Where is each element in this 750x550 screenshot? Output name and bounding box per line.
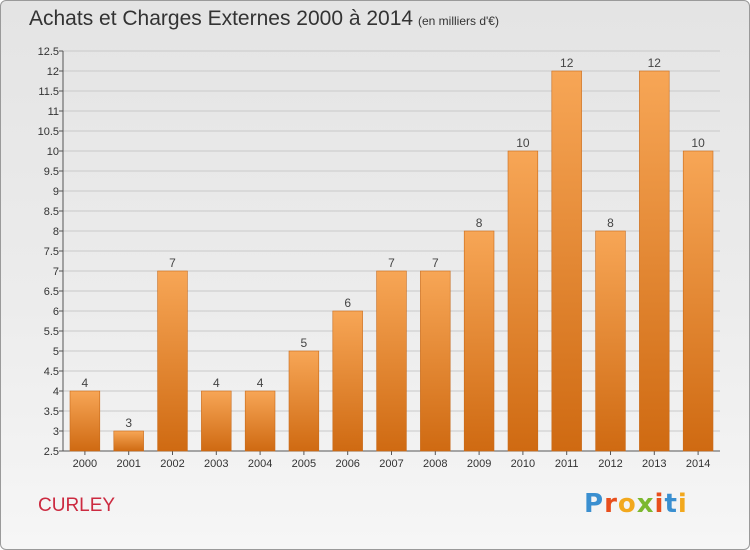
x-tick-label-2007: 2007 — [379, 458, 403, 470]
y-tick-label: 12 — [47, 66, 59, 78]
y-tick-label: 11 — [48, 106, 59, 118]
value-label-2007: 7 — [388, 256, 395, 270]
bar-2001 — [113, 430, 144, 452]
bar-2002 — [157, 270, 188, 452]
y-tick-label: 6 — [53, 306, 59, 318]
value-label-2003: 4 — [213, 376, 220, 390]
y-tick-label: 4 — [53, 386, 59, 398]
y-tick-label: 2.5 — [44, 446, 59, 458]
y-tick-label: 10 — [47, 146, 59, 158]
y-tick-label: 8 — [53, 226, 59, 238]
x-tick-label-2006: 2006 — [335, 458, 359, 470]
bars — [69, 70, 714, 452]
bar-2012 — [595, 230, 626, 452]
x-tick-label-2004: 2004 — [248, 458, 272, 470]
value-label-2011: 12 — [560, 56, 574, 70]
value-label-2000: 4 — [82, 376, 89, 390]
logo-letter: i — [677, 489, 688, 519]
bar-2000 — [69, 390, 101, 452]
bar-2014 — [682, 150, 714, 452]
logo-letter: i — [654, 489, 665, 519]
value-label-2013: 12 — [648, 56, 662, 70]
x-tick-label-2003: 2003 — [204, 458, 228, 470]
y-tick-label: 3.5 — [44, 406, 59, 418]
logo-letter: x — [636, 489, 655, 519]
x-tick-label-2008: 2008 — [423, 458, 447, 470]
value-label-2009: 8 — [476, 216, 483, 230]
x-tick-label-2013: 2013 — [642, 458, 666, 470]
bar-2004 — [244, 390, 276, 452]
y-tick-labels: 2.5 3 3.5 4 4.5 5 5.5 6 6.5 7 7.5 8 8.5 9 9.5 10 10.5 11 1… — [38, 46, 59, 458]
x-tick-label-2011: 2011 — [555, 458, 579, 470]
y-tick-label: 8.5 — [44, 206, 59, 218]
logo-letter: P — [584, 489, 605, 519]
value-label-2002: 7 — [169, 256, 176, 270]
y-tick-label: 11.5 — [38, 86, 59, 98]
y-tick-label: 4.5 — [44, 366, 59, 378]
y-tick-label: 12.5 — [38, 46, 59, 58]
x-tick-label-2000: 2000 — [73, 458, 97, 470]
bar-2011 — [551, 70, 582, 452]
bar-2010 — [507, 150, 539, 452]
chart-subtitle: (en milliers d'€) — [418, 14, 499, 28]
value-label-2004: 4 — [257, 376, 264, 390]
value-label-2005: 5 — [301, 336, 308, 350]
bar-2005 — [288, 350, 320, 452]
logo-letter: t — [664, 489, 678, 519]
value-label-2006: 6 — [344, 296, 351, 310]
y-tick-label: 9.5 — [44, 166, 59, 178]
bar-2013 — [639, 70, 670, 452]
x-tick-labels: 2000 2001 2002 2003 2004 2005 2006 2007 2008 2009… — [73, 458, 711, 470]
bar-2009 — [463, 230, 495, 452]
x-tick-label-2009: 2009 — [467, 458, 491, 470]
x-tick-label-2012: 2012 — [598, 458, 622, 470]
y-tick-label: 6.5 — [44, 286, 59, 298]
value-label-2012: 8 — [607, 216, 614, 230]
bar-2006 — [332, 310, 363, 452]
x-tick-label-2010: 2010 — [511, 458, 535, 470]
value-labels: 4 3 7 4 4 5 6 7 7 8 10 12 8 12 10 — [82, 56, 706, 430]
value-label-2014: 10 — [691, 136, 705, 150]
y-tick-label: 5 — [53, 346, 59, 358]
value-label-2008: 7 — [432, 256, 439, 270]
x-tick-label-2005: 2005 — [292, 458, 316, 470]
y-tick-label: 7 — [53, 266, 59, 278]
y-tick-label: 7.5 — [44, 246, 59, 258]
y-tick-label: 10.5 — [38, 126, 59, 138]
logo-letter: o — [617, 489, 637, 519]
x-tick-label-2002: 2002 — [160, 458, 184, 470]
bar-2003 — [201, 390, 232, 452]
x-tick-label-2001: 2001 — [116, 458, 140, 470]
x-tick-label-2014: 2014 — [686, 458, 710, 470]
chart-title: Achats et Charges Externes 2000 à 2014 — [29, 7, 414, 30]
y-tick-label: 3 — [53, 426, 59, 438]
bar-2008 — [420, 270, 451, 452]
logo-letter: r — [604, 489, 618, 519]
place-name: CURLEY — [38, 495, 116, 516]
proxiti-logo[interactable]: Proxiti — [584, 489, 688, 519]
y-tick-label: 5.5 — [44, 326, 59, 338]
bar-2007 — [376, 270, 407, 452]
value-label-2001: 3 — [125, 416, 132, 430]
value-label-2010: 10 — [516, 136, 530, 150]
y-tick-label: 9 — [53, 186, 59, 198]
